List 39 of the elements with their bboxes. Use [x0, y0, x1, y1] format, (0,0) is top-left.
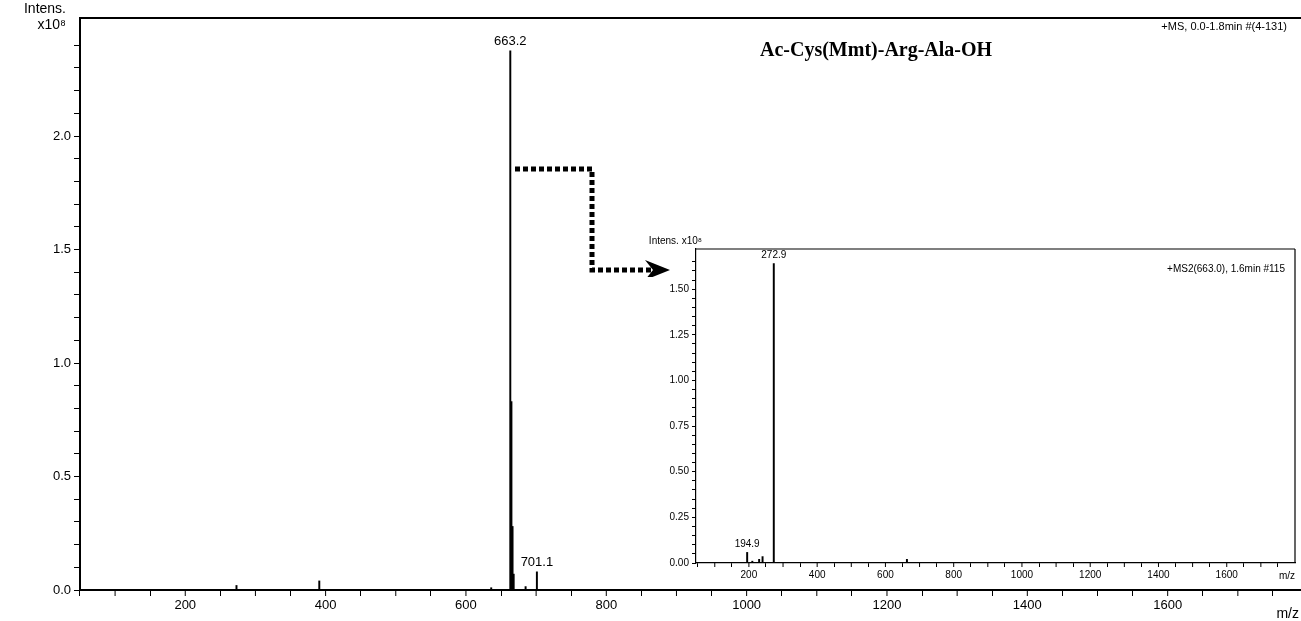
y-tick-label: 1.00	[669, 374, 690, 386]
x-tick-label: 1000	[1010, 568, 1034, 580]
y-tick-label: 0.25	[669, 511, 690, 523]
annotation: 194.9	[734, 538, 761, 550]
y-tick-label: 1.50	[669, 282, 690, 294]
annotation: 701.1	[520, 553, 554, 569]
y-tick-label: 1.0	[52, 354, 71, 370]
x-tick-label: 1200	[872, 597, 902, 613]
x-tick-label: 200	[740, 568, 758, 580]
y-tick-label: 0.50	[669, 465, 690, 477]
y-tick-label: 1.5	[52, 241, 71, 257]
y-axis-title: Intens. x10⁸	[22, 0, 66, 33]
y-tick-label: 0.5	[52, 468, 71, 484]
x-tick-label: 200	[174, 597, 197, 613]
y-axis-title: Intens. x10⁸	[647, 235, 702, 247]
annotation: +MS2(663.0), 1.6min #115	[1167, 263, 1285, 274]
x-tick-label: 800	[595, 597, 618, 613]
x-tick-label: 1600	[1153, 597, 1183, 613]
x-tick-label: 600	[455, 597, 477, 613]
x-tick-label: 1200	[1079, 568, 1102, 580]
y-tick-label: 0.00	[669, 556, 690, 568]
x-tick-label: 1400	[1147, 568, 1171, 580]
x-axis-title: m/z	[1278, 570, 1295, 581]
y-tick-label: 0.75	[669, 419, 690, 431]
annotation: +MS, 0.0-1.8min #(4-131)	[1161, 20, 1287, 32]
x-tick-label: 400	[314, 597, 337, 613]
x-tick-label: 600	[877, 568, 895, 580]
y-tick-label: 2.0	[52, 127, 71, 143]
x-tick-label: 1000	[732, 597, 762, 613]
x-tick-label: 400	[808, 568, 826, 580]
x-tick-label: 1400	[1012, 597, 1042, 613]
y-tick-label: 0.0	[52, 581, 71, 597]
y-tick-label: 1.25	[669, 328, 690, 340]
annotation: 663.2	[494, 32, 527, 48]
x-axis-title: m/z	[1276, 605, 1299, 621]
x-tick-label: 1600	[1215, 568, 1239, 580]
annotation: 272.9	[761, 249, 787, 261]
x-tick-label: 800	[945, 568, 963, 580]
text: Ac-Cys(Mmt)-Arg-Ala-OH	[760, 38, 993, 61]
